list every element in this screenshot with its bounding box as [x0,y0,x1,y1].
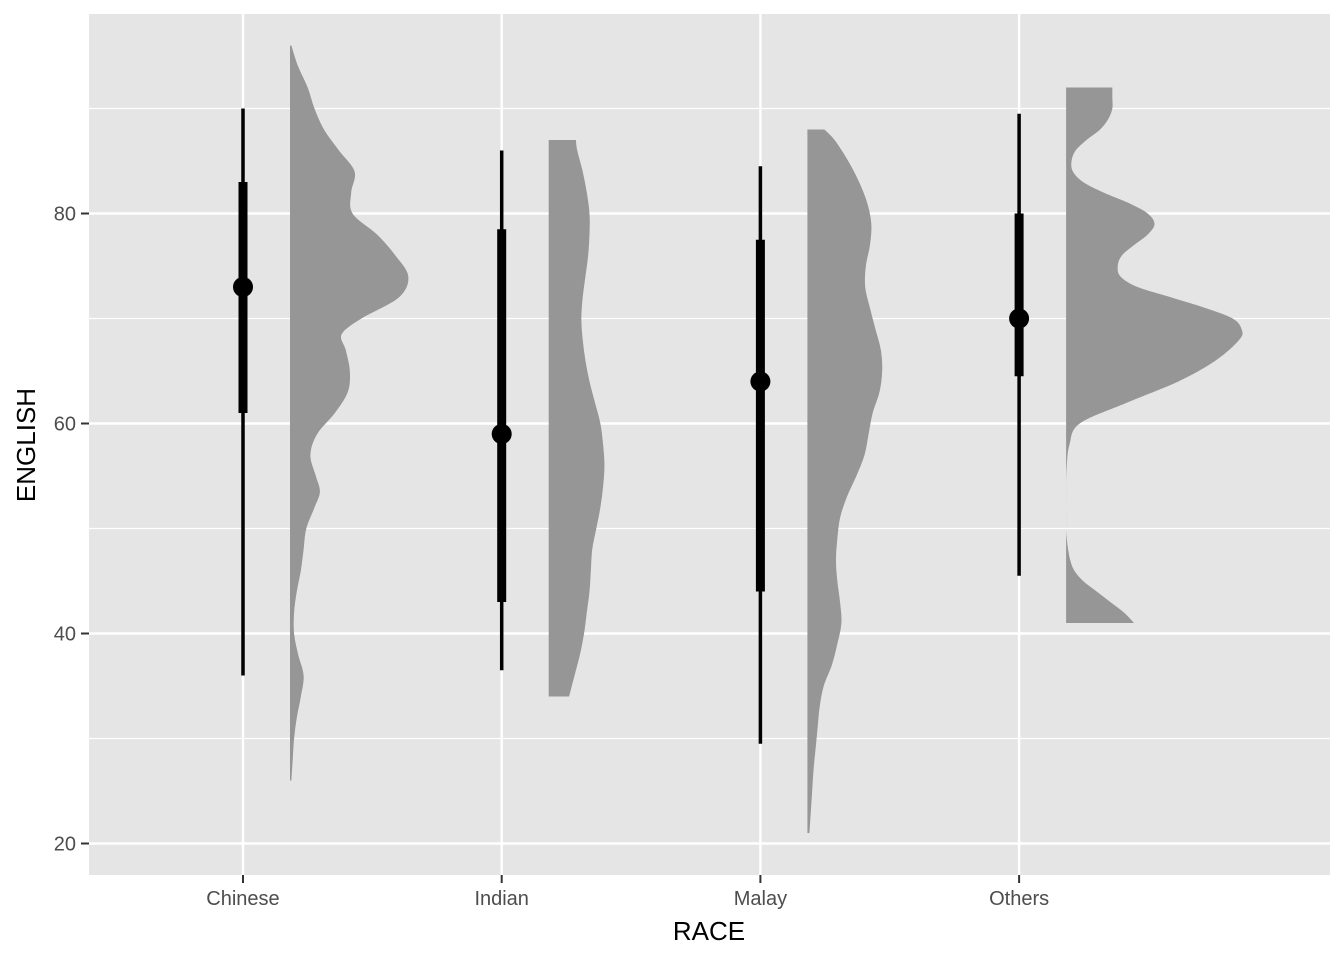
density-chinese [290,45,409,781]
y-tick-label: 80 [54,204,76,226]
panel-background [89,14,1330,875]
median-point-chinese [233,277,253,297]
density-indian [548,140,605,697]
median-point-indian [491,424,512,444]
interval-layer [233,108,1030,744]
y-tick-label: 40 [54,624,76,646]
x-tick-label: Chinese [206,888,279,910]
density-malay [807,129,883,833]
y-tick-label: 60 [54,414,76,436]
density-layer [290,45,1243,833]
y-axis-title: ENGLISH [11,388,41,502]
density-others [1066,87,1243,623]
median-point-others [1009,308,1030,329]
x-tick-label: Others [989,888,1049,910]
axes: 20 40 60 80 Chinese Indian Malay Others [54,204,1049,911]
median-point-malay [750,371,771,392]
x-tick-label: Malay [734,888,787,910]
x-tick-label: Indian [474,888,529,910]
y-tick-label: 20 [54,834,76,856]
x-axis-title: RACE [673,916,745,946]
